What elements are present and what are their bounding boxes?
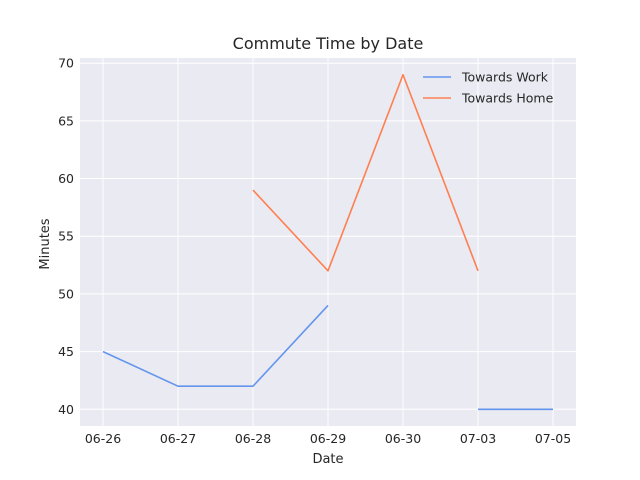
series-group — [102, 73, 553, 411]
series-line-1 — [102, 304, 553, 411]
y-tick-label: 55 — [58, 229, 74, 244]
legend-label-2: Towards Home — [461, 91, 554, 106]
x-tick-label: 06-28 — [235, 431, 271, 446]
x-tick-label: 06-27 — [160, 431, 196, 446]
y-tick-label: 45 — [58, 344, 74, 359]
y-axis: 40 45 50 55 60 65 70 — [58, 56, 74, 417]
x-axis-label: Date — [312, 452, 343, 467]
y-axis-label: Minutes — [38, 218, 53, 269]
legend: Towards Work Towards Home — [423, 70, 554, 106]
x-tick-label: 06-26 — [85, 431, 121, 446]
series-line-2 — [252, 73, 479, 272]
x-tick-label: 06-30 — [385, 431, 421, 446]
x-axis: 06-26 06-27 06-28 06-29 06-30 07-03 07-05 — [85, 431, 571, 446]
x-tick-label: 06-29 — [310, 431, 346, 446]
x-tick-label: 07-03 — [460, 431, 496, 446]
legend-label-1: Towards Work — [461, 70, 549, 85]
y-tick-label: 40 — [58, 402, 74, 417]
y-tick-label: 65 — [58, 113, 74, 128]
y-tick-label: 50 — [58, 286, 74, 301]
chart-title: Commute Time by Date — [233, 34, 424, 53]
y-tick-label: 60 — [58, 171, 74, 186]
grid — [80, 58, 576, 426]
x-tick-label: 07-05 — [535, 431, 571, 446]
y-tick-label: 70 — [58, 56, 74, 71]
